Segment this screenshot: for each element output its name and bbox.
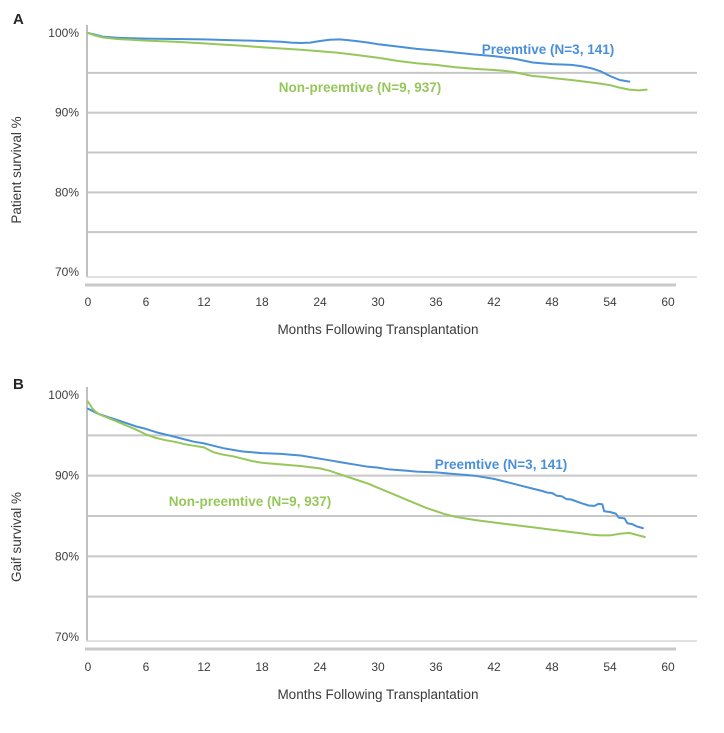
x-tick-24-panel-a: 24 xyxy=(313,295,327,309)
x-axis-title-panel-a: Months Following Transplantation xyxy=(277,322,478,337)
x-tick-48-panel-a: 48 xyxy=(545,295,559,309)
x-tick-6-panel-b: 6 xyxy=(143,660,150,674)
panel-letter-b: B xyxy=(13,376,24,393)
panel-letter-a: A xyxy=(13,11,24,28)
preemtive-legend-label-panel-a: Preemtive (N=3, 141) xyxy=(482,42,614,57)
non-preemtive-legend-label-panel-b: Non-preemtive (N=9, 937) xyxy=(169,494,331,509)
y-tick-100-panel-a: 100% xyxy=(48,26,79,40)
x-tick-54-panel-a: 54 xyxy=(603,295,617,309)
preemtive-legend-label-panel-b: Preemtive (N=3, 141) xyxy=(435,457,567,472)
y-tick-100-panel-b: 100% xyxy=(48,388,79,402)
x-tick-12-panel-b: 12 xyxy=(197,660,211,674)
y-tick-80-panel-b: 80% xyxy=(55,549,79,563)
y-tick-90-panel-b: 90% xyxy=(55,469,79,483)
non-preemtive-curve-panel-b xyxy=(87,400,646,538)
x-tick-0-panel-a: 0 xyxy=(85,295,92,309)
x-tick-42-panel-b: 42 xyxy=(487,660,501,674)
y-tick-80-panel-a: 80% xyxy=(55,185,79,199)
y-axis-title-panel-b: Gaif survival % xyxy=(9,492,24,582)
x-tick-36-panel-b: 36 xyxy=(429,660,443,674)
x-tick-18-panel-b: 18 xyxy=(255,660,269,674)
y-tick-90-panel-a: 90% xyxy=(55,106,79,120)
x-axis-title-panel-b: Months Following Transplantation xyxy=(277,687,478,702)
x-tick-60-panel-a: 60 xyxy=(661,295,675,309)
x-tick-36-panel-a: 36 xyxy=(429,295,443,309)
x-tick-18-panel-a: 18 xyxy=(255,295,269,309)
x-tick-60-panel-b: 60 xyxy=(661,660,675,674)
x-tick-42-panel-a: 42 xyxy=(487,295,501,309)
x-tick-6-panel-a: 6 xyxy=(143,295,150,309)
x-tick-0-panel-b: 0 xyxy=(85,660,92,674)
y-tick-70-panel-b: 70% xyxy=(55,630,79,644)
x-tick-48-panel-b: 48 xyxy=(545,660,559,674)
x-tick-24-panel-b: 24 xyxy=(313,660,327,674)
x-tick-12-panel-a: 12 xyxy=(197,295,211,309)
non-preemtive-curve-panel-a xyxy=(87,32,648,92)
y-tick-70-panel-a: 70% xyxy=(55,265,79,279)
x-tick-30-panel-a: 30 xyxy=(371,295,385,309)
x-tick-54-panel-b: 54 xyxy=(603,660,617,674)
non-preemtive-legend-label-panel-a: Non-preemtive (N=9, 937) xyxy=(279,80,441,95)
y-axis-title-panel-a: Patient survival % xyxy=(9,116,24,223)
preemtive-curve-panel-a xyxy=(87,32,631,83)
x-tick-30-panel-b: 30 xyxy=(371,660,385,674)
preemtive-curve-panel-b xyxy=(87,407,644,530)
